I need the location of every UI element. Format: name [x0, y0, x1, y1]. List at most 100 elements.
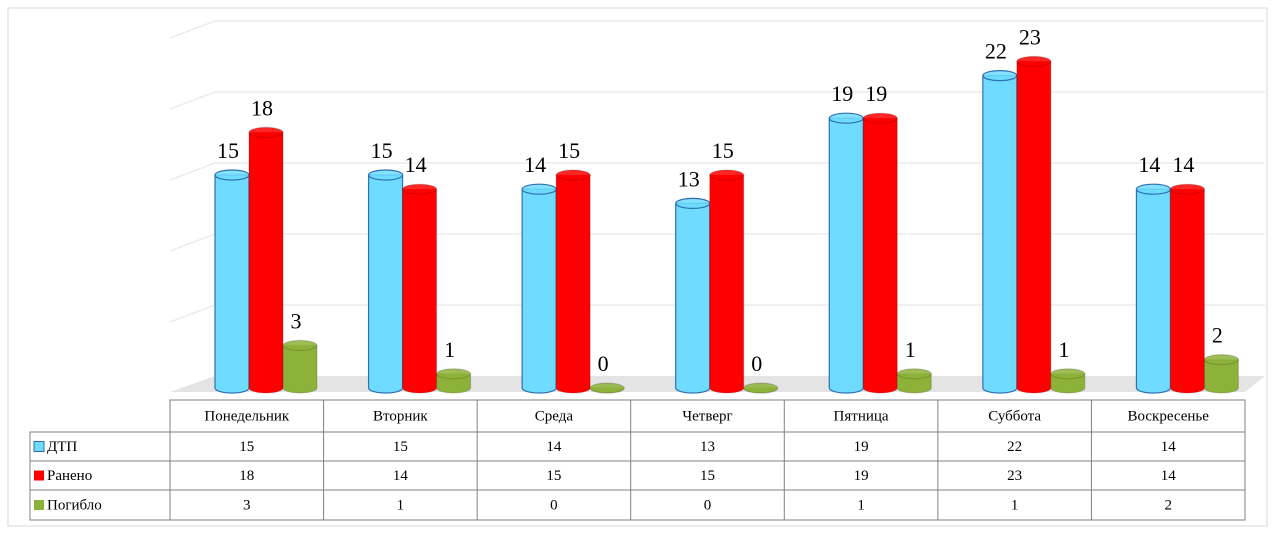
- data-label: 1: [444, 337, 455, 362]
- legend-swatch: [33, 441, 45, 452]
- data-label: 0: [598, 351, 609, 376]
- table-value: 15: [546, 468, 561, 484]
- bar: [1203, 359, 1240, 394]
- bar-top: [214, 169, 250, 181]
- grid-line: [169, 20, 1265, 39]
- data-label: 23: [1019, 24, 1041, 49]
- table-value: 18: [239, 468, 254, 484]
- grid-line: [169, 162, 1265, 181]
- table-value: 0: [704, 497, 712, 513]
- table-value: 1: [397, 497, 405, 513]
- bar-top: [896, 368, 932, 380]
- data-label: 22: [985, 39, 1007, 64]
- table-value: 14: [1161, 439, 1177, 455]
- bar: [1016, 60, 1052, 394]
- bar-top: [862, 112, 898, 124]
- legend-swatch: [34, 500, 44, 510]
- data-label: 1: [905, 337, 916, 362]
- bar-top: [555, 169, 591, 181]
- bar-top: [282, 339, 318, 351]
- data-label: 1: [1058, 337, 1069, 362]
- bar-top: [435, 368, 472, 380]
- bar-top: [828, 112, 864, 124]
- bar: [1050, 373, 1086, 394]
- table-value: 19: [854, 468, 869, 484]
- bar-top: [1050, 368, 1086, 380]
- bar-top: [675, 197, 711, 209]
- bar: [214, 174, 250, 394]
- data-label: 14: [1172, 152, 1194, 177]
- table-value: 15: [700, 468, 715, 484]
- x-tick-label: Вторник: [373, 408, 428, 424]
- x-tick-label: Пятница: [834, 408, 889, 424]
- legend-label: ДТП: [47, 439, 77, 455]
- bar-top: [248, 126, 284, 138]
- table-value: 14: [393, 468, 409, 484]
- data-label: 15: [712, 138, 734, 163]
- data-label: 15: [217, 138, 239, 163]
- data-label: 14: [524, 152, 546, 177]
- data-label: 13: [678, 166, 700, 191]
- table-value: 23: [1007, 468, 1022, 484]
- bar: [675, 202, 711, 394]
- data-label: 19: [831, 81, 853, 106]
- table-value: 19: [854, 439, 869, 455]
- bar: [555, 174, 591, 394]
- data-label: 0: [751, 351, 762, 376]
- x-tick-label: Четверг: [682, 408, 732, 424]
- bar: [862, 117, 898, 394]
- data-label: 15: [558, 138, 580, 163]
- bar: [367, 174, 404, 394]
- bar: [282, 344, 318, 394]
- table-value: 13: [700, 439, 715, 455]
- bar-top: [1016, 55, 1052, 68]
- table-value: 14: [1161, 468, 1177, 484]
- table-value: 14: [546, 439, 562, 455]
- bar-top: [1169, 183, 1206, 195]
- table-value: 1: [857, 497, 865, 513]
- bar: [1169, 188, 1206, 394]
- bar: [401, 188, 438, 394]
- bar-top: [709, 169, 745, 181]
- table-value: 1: [1011, 497, 1019, 513]
- bar-top: [1135, 183, 1172, 195]
- bar: [709, 174, 745, 394]
- legend-label: Погибло: [47, 497, 102, 513]
- bar-top: [401, 183, 438, 195]
- bar-top: [367, 169, 404, 181]
- x-tick-label: Суббота: [988, 408, 1041, 424]
- bar-top: [982, 69, 1018, 82]
- data-label: 14: [405, 152, 427, 177]
- table-value: 3: [243, 497, 251, 513]
- table-value: 15: [239, 439, 254, 455]
- bar: [896, 373, 932, 394]
- table-value: 0: [550, 497, 558, 513]
- grid-line: [169, 91, 1265, 110]
- x-tick-label: Понедельник: [204, 408, 289, 424]
- table-value: 2: [1164, 497, 1172, 513]
- x-tick-label: Среда: [535, 408, 574, 424]
- bar-top: [1203, 354, 1240, 366]
- bar: [435, 373, 472, 394]
- data-label: 14: [1138, 152, 1160, 177]
- data-label: 15: [371, 138, 393, 163]
- bar: [521, 188, 557, 394]
- bar-top: [589, 382, 625, 394]
- data-label: 2: [1212, 323, 1223, 348]
- bar-top: [521, 183, 557, 195]
- legend-swatch: [34, 470, 44, 481]
- bar: [1135, 188, 1172, 394]
- chart-border: [7, 7, 1268, 527]
- x-tick-label: Воскресенье: [1128, 408, 1210, 424]
- bar: [982, 75, 1018, 394]
- data-label: 3: [291, 308, 302, 333]
- legend-label: Ранено: [47, 468, 92, 484]
- table-value: 22: [1007, 439, 1022, 455]
- bar: [828, 117, 864, 394]
- bar: [248, 131, 284, 394]
- data-label: 18: [251, 95, 273, 120]
- data-label: 19: [865, 81, 887, 106]
- table-value: 15: [393, 439, 408, 455]
- bar-top: [743, 382, 779, 394]
